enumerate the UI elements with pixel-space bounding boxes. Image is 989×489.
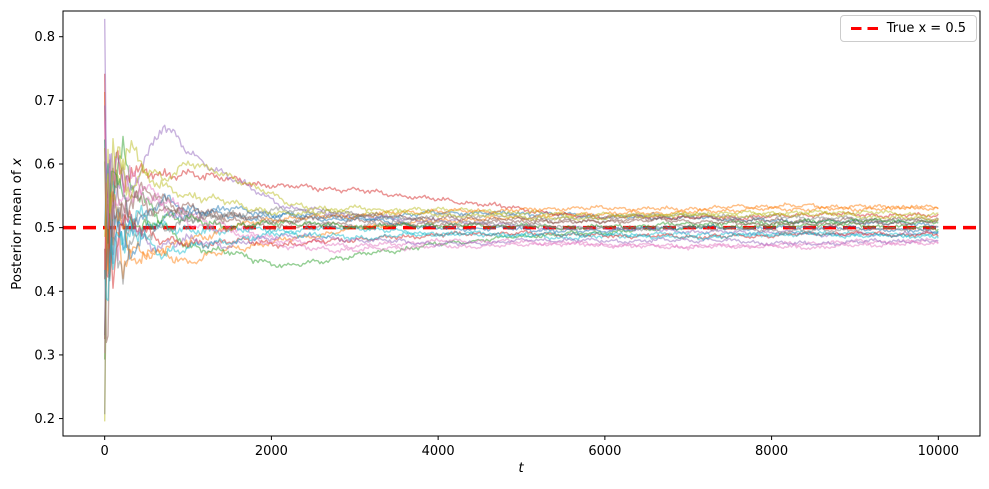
trace-line-12 [104,147,939,272]
x-tick-label: 10000 [918,444,959,459]
trace-line-20 [104,220,939,302]
axes-frame [62,10,981,437]
y-axis-label-variable: x [9,158,25,167]
y-tick-label: 0.6 [34,157,55,172]
y-tick-label: 0.3 [34,348,55,363]
x-tick-label: 0 [101,444,109,459]
y-axis-label: Posterior mean of x [9,158,25,290]
trace-line-9 [104,138,939,422]
trace-line-2 [104,91,939,280]
trace-line-13 [104,139,939,244]
trace-line-16 [104,191,939,340]
x-tick-label: 6000 [588,444,621,459]
y-tick-label: 0.5 [34,221,55,236]
trace-line-7 [104,183,939,354]
x-tick-label: 4000 [422,444,455,459]
x-tick-label: 2000 [255,444,288,459]
trace-line-17 [104,120,939,254]
trace-line-19 [104,146,939,237]
legend: True x = 0.5 [839,15,977,42]
trace-line-15 [104,105,939,253]
trace-line-18 [104,206,939,415]
legend-entry-label: True x = 0.5 [886,21,966,36]
y-tick-label: 0.4 [34,285,55,300]
y-axis-label-text: Posterior mean of [9,166,25,290]
y-tick-label: 0.7 [34,94,55,109]
legend-dashed-line-sample [850,26,878,31]
x-tick-label: 8000 [755,444,788,459]
trace-line-10 [104,139,939,254]
y-tick-label: 0.8 [34,30,55,45]
y-tick-label: 0.2 [34,412,55,427]
x-axis-label: t [518,460,524,476]
trace-line-3 [104,135,939,360]
